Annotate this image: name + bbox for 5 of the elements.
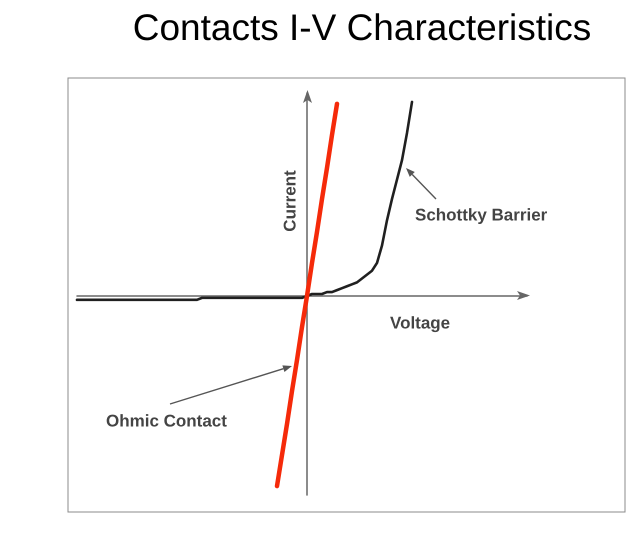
x-axis-title: Voltage (390, 314, 450, 332)
y-axis-title: Current (280, 170, 300, 232)
chart-title: Contacts I-V Characteristics (132, 7, 592, 48)
series-label: Schottky Barrier (415, 206, 548, 224)
text: Ohmic Contact (106, 412, 228, 430)
